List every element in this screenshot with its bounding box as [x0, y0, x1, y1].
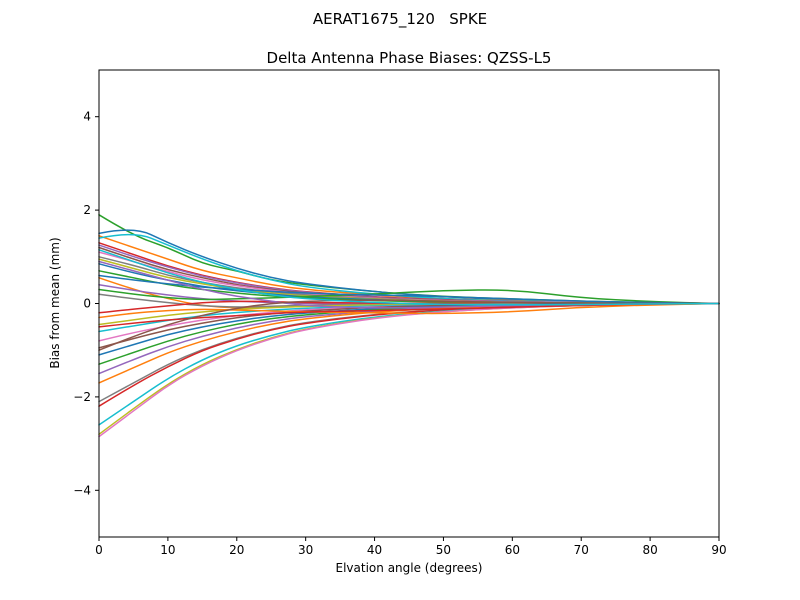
- x-tick-label: 70: [574, 543, 589, 557]
- x-tick-label: 80: [642, 543, 657, 557]
- x-tick-label: 60: [505, 543, 520, 557]
- series-line-L01: [98, 214, 720, 305]
- x-tick-label: 90: [711, 543, 726, 557]
- y-axis-label: Bias from mean (mm): [48, 237, 62, 369]
- y-tick-label: 2: [83, 203, 91, 217]
- series-line-L30: [98, 288, 720, 305]
- x-tick-label: 30: [298, 543, 313, 557]
- y-tick-label: −2: [73, 390, 91, 404]
- series-line-L33: [98, 302, 720, 328]
- x-tick-label: 20: [229, 543, 244, 557]
- y-tick-label: 0: [83, 297, 91, 311]
- series-line-L31: [98, 302, 720, 319]
- figure-suptitle: AERAT1675_120 SPKE: [312, 10, 488, 28]
- x-tick-label: 50: [436, 543, 451, 557]
- y-tick-label: −4: [73, 483, 91, 497]
- x-tick-label: 10: [160, 543, 175, 557]
- x-axis-label: Elvation angle (degrees): [335, 561, 483, 575]
- series-line-L36: [98, 249, 720, 306]
- axes-title: Delta Antenna Phase Biases: QZSS-L5: [266, 49, 552, 67]
- series-line-L03: [98, 235, 720, 305]
- series-line-L04: [98, 233, 720, 305]
- series-line-L28: [98, 302, 720, 436]
- x-tick-label: 40: [367, 543, 382, 557]
- y-tick-label: 4: [83, 110, 91, 124]
- x-tick-label: 0: [95, 543, 103, 557]
